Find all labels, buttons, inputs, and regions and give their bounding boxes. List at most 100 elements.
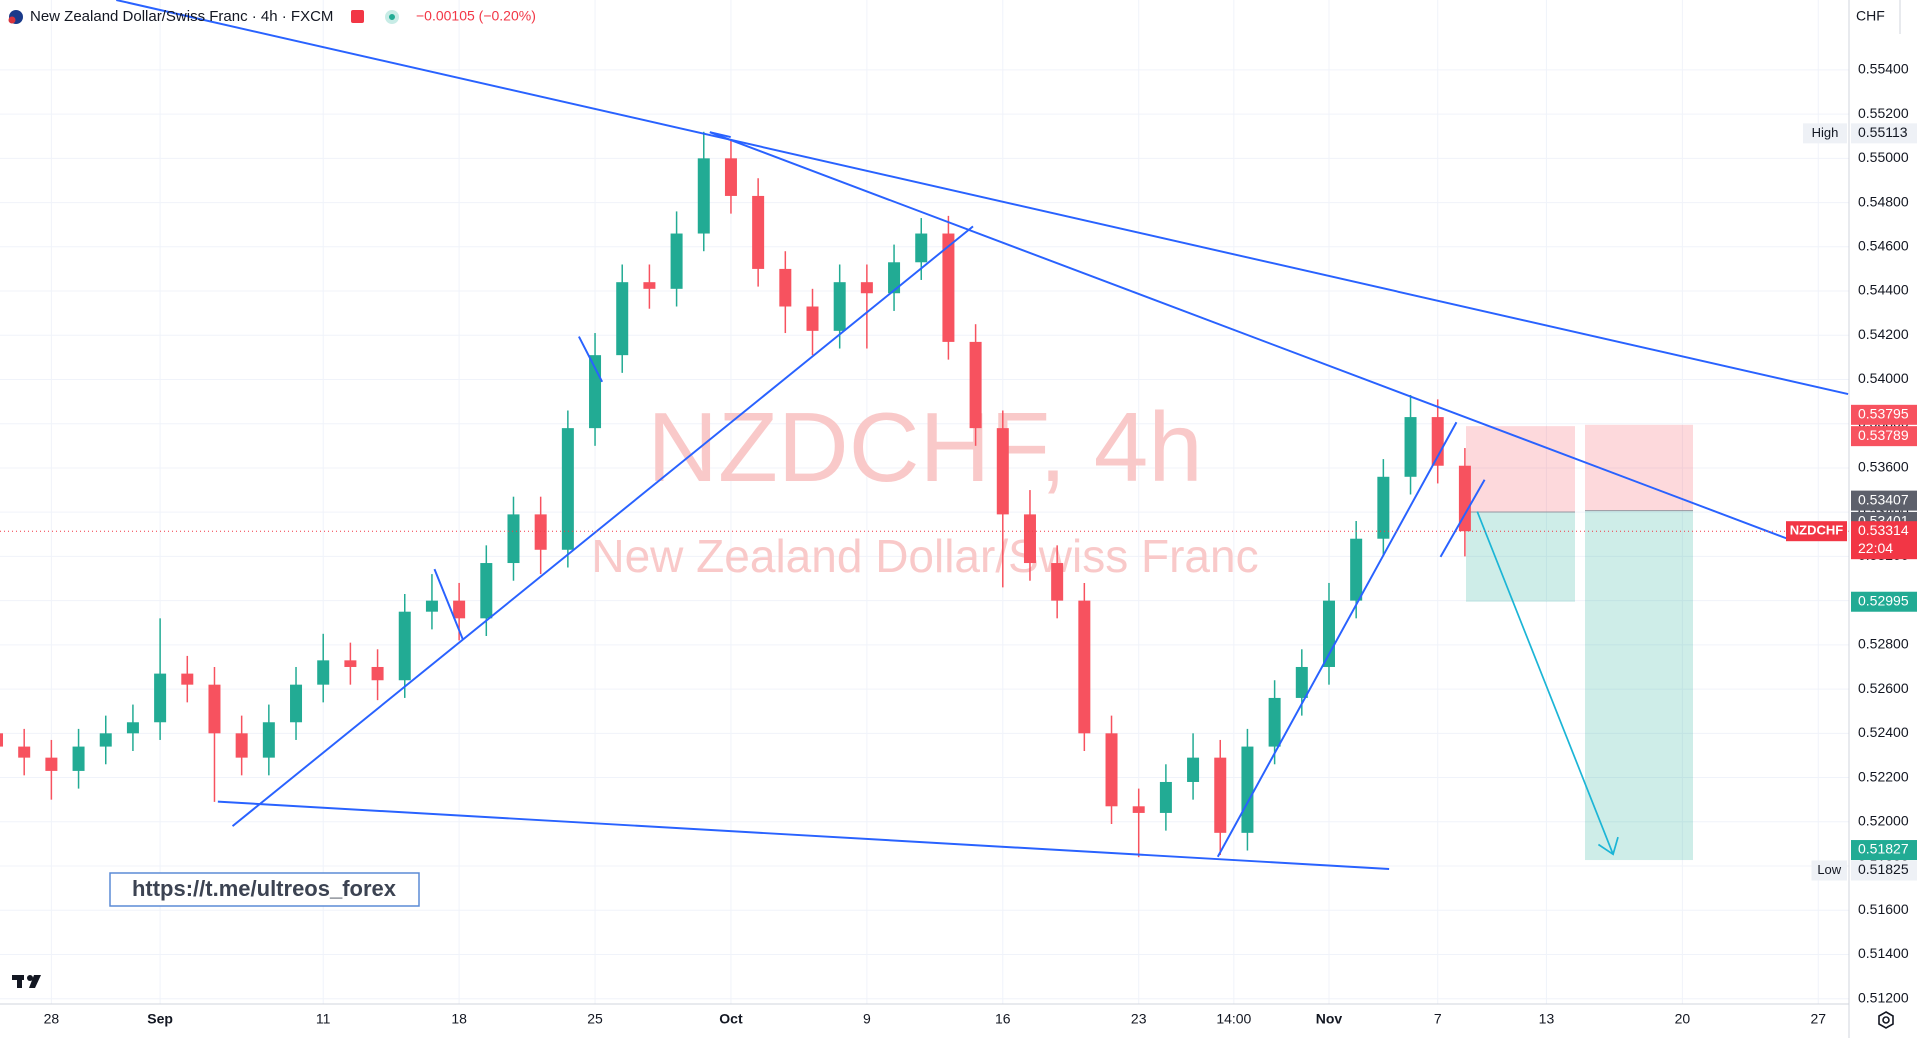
price-countdown: 22:04 bbox=[1858, 540, 1893, 556]
x-tick-label: Oct bbox=[719, 1011, 743, 1027]
candle-body bbox=[425, 600, 438, 612]
y-tick-label: 0.54000 bbox=[1858, 370, 1909, 386]
candle-body bbox=[126, 722, 139, 734]
trend-line bbox=[231, 225, 974, 827]
candle-body bbox=[833, 282, 846, 331]
x-tick-label: 7 bbox=[1434, 1011, 1442, 1027]
y-tick-label: 0.51600 bbox=[1858, 901, 1909, 917]
price-label-box bbox=[1851, 426, 1917, 447]
trend-line bbox=[433, 568, 464, 640]
candle-body bbox=[915, 233, 928, 263]
price-label-box bbox=[1851, 860, 1917, 881]
y-tick-label: 0.54800 bbox=[1858, 193, 1909, 209]
x-tick-label: 11 bbox=[316, 1011, 331, 1027]
trend-line bbox=[1216, 421, 1458, 858]
x-tick-label: 14:00 bbox=[1216, 1011, 1251, 1027]
candle-body bbox=[1078, 600, 1091, 734]
candle-body bbox=[99, 733, 112, 747]
price-label: 0.53795 bbox=[1858, 406, 1909, 422]
candles bbox=[0, 131, 1471, 858]
price-label: 0.53314 bbox=[1858, 522, 1909, 538]
candle-body bbox=[1187, 757, 1200, 782]
symbol-title: New Zealand Dollar/Swiss Franc · 4h · FX… bbox=[30, 8, 333, 25]
candle-body bbox=[888, 262, 901, 294]
candle-body bbox=[643, 282, 656, 289]
candle-body bbox=[969, 341, 982, 429]
candle-body bbox=[235, 733, 248, 758]
price-label-tag bbox=[1811, 860, 1847, 881]
x-tick-label: 23 bbox=[1131, 1011, 1147, 1027]
logo[interactable] bbox=[12, 975, 41, 988]
watermark-title: NZDCHF, 4h bbox=[647, 392, 1202, 502]
candle-body bbox=[317, 660, 330, 685]
price-label-name: High bbox=[1812, 125, 1839, 140]
candle-body bbox=[181, 673, 194, 685]
forecast-arrow bbox=[1476, 511, 1619, 856]
price-label: 0.51825 bbox=[1858, 861, 1909, 877]
candle-body bbox=[534, 514, 547, 550]
price-label-box bbox=[1851, 123, 1917, 144]
candle-body bbox=[45, 757, 58, 771]
candle-body bbox=[1322, 600, 1335, 667]
candle-body bbox=[942, 233, 955, 342]
price-label: 0.53789 bbox=[1858, 427, 1909, 443]
y-tick-label: 0.52200 bbox=[1858, 768, 1909, 784]
currency-button[interactable]: CHF bbox=[1856, 8, 1885, 24]
target-zone bbox=[1585, 510, 1693, 861]
y-tick-label: 0.52400 bbox=[1858, 724, 1909, 740]
x-tick-label: 13 bbox=[1539, 1011, 1555, 1027]
y-tick-label: 0.52800 bbox=[1858, 636, 1909, 652]
market-status bbox=[385, 10, 399, 24]
candle-body bbox=[670, 233, 683, 289]
trend-line bbox=[1439, 479, 1486, 558]
y-tick-label: 0.55000 bbox=[1858, 149, 1909, 165]
x-tick-label: 27 bbox=[1810, 1011, 1826, 1027]
y-tick-label: 0.52000 bbox=[1858, 812, 1909, 828]
candle-body bbox=[1431, 417, 1444, 466]
price-label-name: Low bbox=[1817, 862, 1841, 877]
candle-body bbox=[1159, 781, 1172, 813]
link-box bbox=[109, 872, 420, 907]
y-tick-label: 0.51200 bbox=[1858, 989, 1909, 1005]
y-tick-label: 0.54400 bbox=[1858, 282, 1909, 298]
candle-body bbox=[72, 746, 85, 771]
candle-body bbox=[1023, 514, 1036, 564]
x-tick-label: 18 bbox=[451, 1011, 467, 1027]
candle-body bbox=[208, 684, 221, 734]
x-tick-label: 16 bbox=[995, 1011, 1011, 1027]
candle-body bbox=[1295, 666, 1308, 698]
candle-body bbox=[1105, 733, 1118, 807]
candle-body bbox=[616, 282, 629, 356]
candle-body bbox=[1214, 757, 1227, 833]
candle-body bbox=[154, 673, 167, 723]
y-tick-label: 0.51400 bbox=[1858, 945, 1909, 961]
trend-lines bbox=[116, 0, 1849, 870]
trend-line bbox=[116, 0, 1849, 396]
candle-body bbox=[371, 666, 384, 681]
trend-line bbox=[709, 131, 731, 139]
alert-icon[interactable] bbox=[351, 10, 364, 23]
candle-body bbox=[398, 611, 411, 681]
candle-body bbox=[262, 722, 275, 758]
trend-line bbox=[578, 336, 604, 383]
candle-body bbox=[1404, 417, 1417, 477]
y-tick-label: 0.54600 bbox=[1858, 238, 1909, 254]
settings-icon[interactable] bbox=[1878, 1011, 1894, 1029]
candle-body bbox=[0, 733, 4, 747]
candle-body bbox=[1377, 476, 1390, 539]
candle-body bbox=[724, 158, 737, 196]
candle-body bbox=[480, 563, 493, 619]
y-tick-label: 0.55400 bbox=[1858, 61, 1909, 77]
price-label-box bbox=[1851, 490, 1917, 511]
link-text[interactable]: https://t.me/ultreos_forex bbox=[132, 876, 397, 901]
x-tick-label: 20 bbox=[1675, 1011, 1691, 1027]
price-label-tag bbox=[1786, 521, 1847, 542]
candle-body bbox=[860, 282, 873, 294]
trend-line bbox=[709, 131, 1788, 540]
candle-body bbox=[507, 514, 520, 564]
price-change: −0.00105 (−0.20%) bbox=[416, 8, 536, 24]
price-label-box bbox=[1851, 840, 1917, 861]
flag-icon bbox=[8, 16, 16, 24]
price-label: 0.55113 bbox=[1858, 124, 1908, 140]
